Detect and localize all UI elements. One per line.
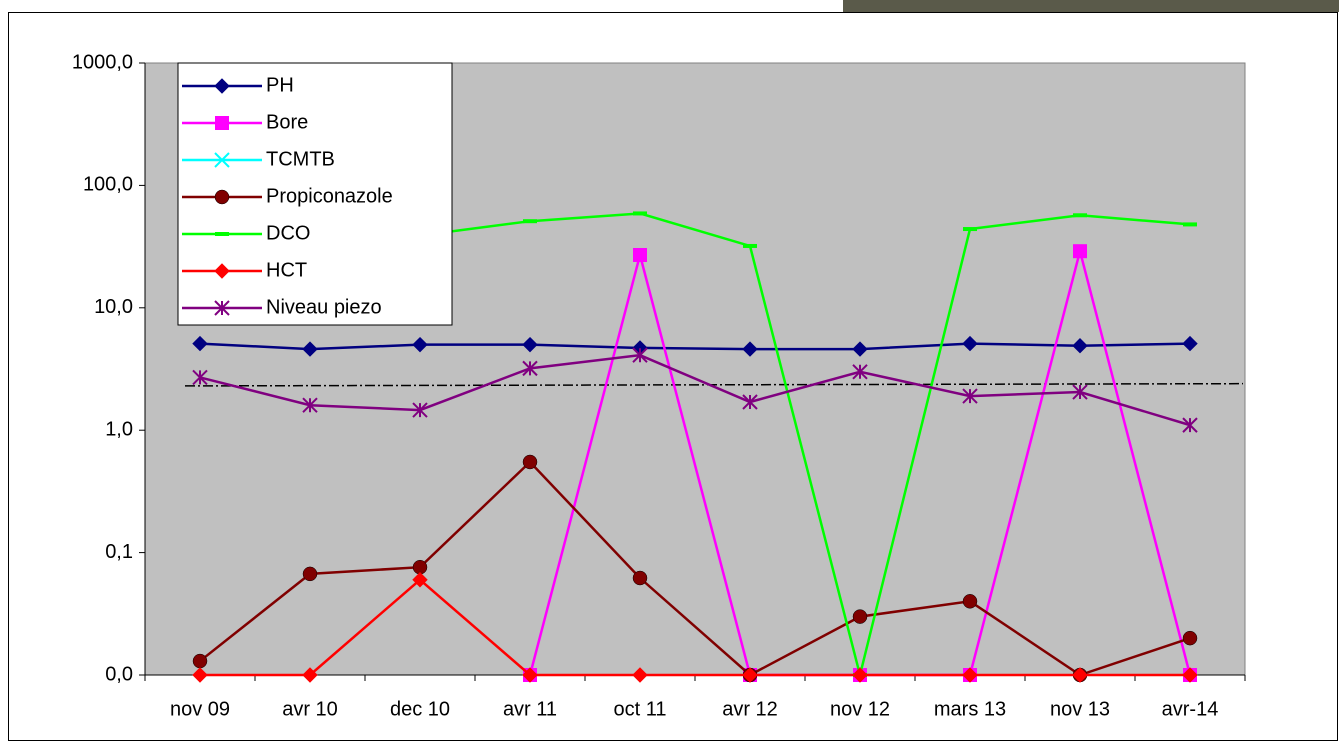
- marker: [522, 336, 538, 353]
- x-tick-label: nov 13: [1050, 698, 1110, 720]
- legend-label: HCT: [266, 259, 307, 281]
- marker: [852, 609, 868, 624]
- marker: [742, 341, 758, 357]
- legend-label: TCMTB: [266, 148, 335, 170]
- x-tick-label: nov 12: [830, 698, 890, 720]
- reference-line: [184, 382, 1244, 387]
- legend-label: Niveau piezo: [266, 296, 382, 318]
- legend-marker: [214, 152, 230, 168]
- y-tick-label: 1000,0: [72, 51, 133, 73]
- x-tick-label: avr 10: [282, 698, 338, 720]
- x-tick-label: mars 13: [934, 698, 1006, 720]
- marker: [1182, 335, 1198, 352]
- marker: [412, 402, 428, 418]
- marker: [192, 653, 208, 669]
- y-tick-label: 0,0: [105, 663, 133, 685]
- marker: [852, 667, 868, 683]
- series-line: [199, 460, 1191, 677]
- marker: [632, 667, 648, 683]
- marker: [632, 570, 648, 586]
- legend-label: DCO: [266, 222, 310, 244]
- legend: PH Bore TCMTB Propiconazole DCO HCT Niveau pie…: [177, 62, 453, 326]
- legend-label: Propiconazole: [266, 185, 393, 207]
- marker: [192, 335, 208, 352]
- marker: [852, 364, 868, 380]
- y-tick-label: 0,1: [105, 541, 133, 563]
- marker: [522, 454, 538, 470]
- marker: [412, 336, 428, 353]
- y-tick-label: 100,0: [83, 174, 133, 196]
- marker: [742, 394, 758, 410]
- marker: [192, 667, 208, 683]
- marker: [1182, 667, 1198, 683]
- legend-marker: [214, 263, 230, 279]
- marker: [632, 347, 648, 363]
- marker: [302, 341, 318, 357]
- legend-label: PH: [266, 74, 294, 96]
- x-tick-label: dec 10: [390, 698, 450, 720]
- legend-label: Bore: [266, 111, 308, 133]
- marker: [1182, 417, 1198, 433]
- x-tick-label: avr 11: [503, 698, 557, 720]
- series-line: [199, 342, 1191, 351]
- y-tick-label: 10,0: [94, 296, 133, 318]
- legend-marker: [214, 78, 230, 94]
- x-tick-label: avr-14: [1162, 698, 1219, 720]
- marker: [962, 594, 978, 609]
- marker: [1072, 384, 1088, 400]
- legend-marker: [214, 300, 230, 316]
- marker: [302, 397, 318, 413]
- marker: [522, 360, 538, 377]
- marker: [1073, 244, 1087, 259]
- marker: [633, 248, 647, 263]
- x-tick-label: nov 09: [170, 698, 230, 720]
- marker: [192, 369, 208, 386]
- marker: [412, 572, 428, 588]
- legend-marker: [214, 189, 230, 205]
- x-tick-label: oct 11: [614, 698, 667, 720]
- y-tick-label: 1,0: [105, 418, 133, 440]
- series-line: [200, 578, 1190, 677]
- marker: [962, 667, 978, 683]
- marker: [962, 388, 978, 404]
- marker: [1072, 667, 1088, 683]
- marker: [522, 667, 538, 683]
- marker: [742, 667, 758, 683]
- marker: [302, 566, 318, 582]
- legend-marker: [215, 116, 229, 130]
- picture-strip: [843, 0, 1339, 12]
- marker: [1182, 630, 1198, 646]
- marker: [302, 667, 318, 683]
- marker: [1072, 338, 1088, 354]
- series-line: [199, 353, 1191, 427]
- x-tick-label: avr 12: [722, 698, 778, 720]
- marker: [852, 341, 868, 357]
- marker: [962, 335, 978, 352]
